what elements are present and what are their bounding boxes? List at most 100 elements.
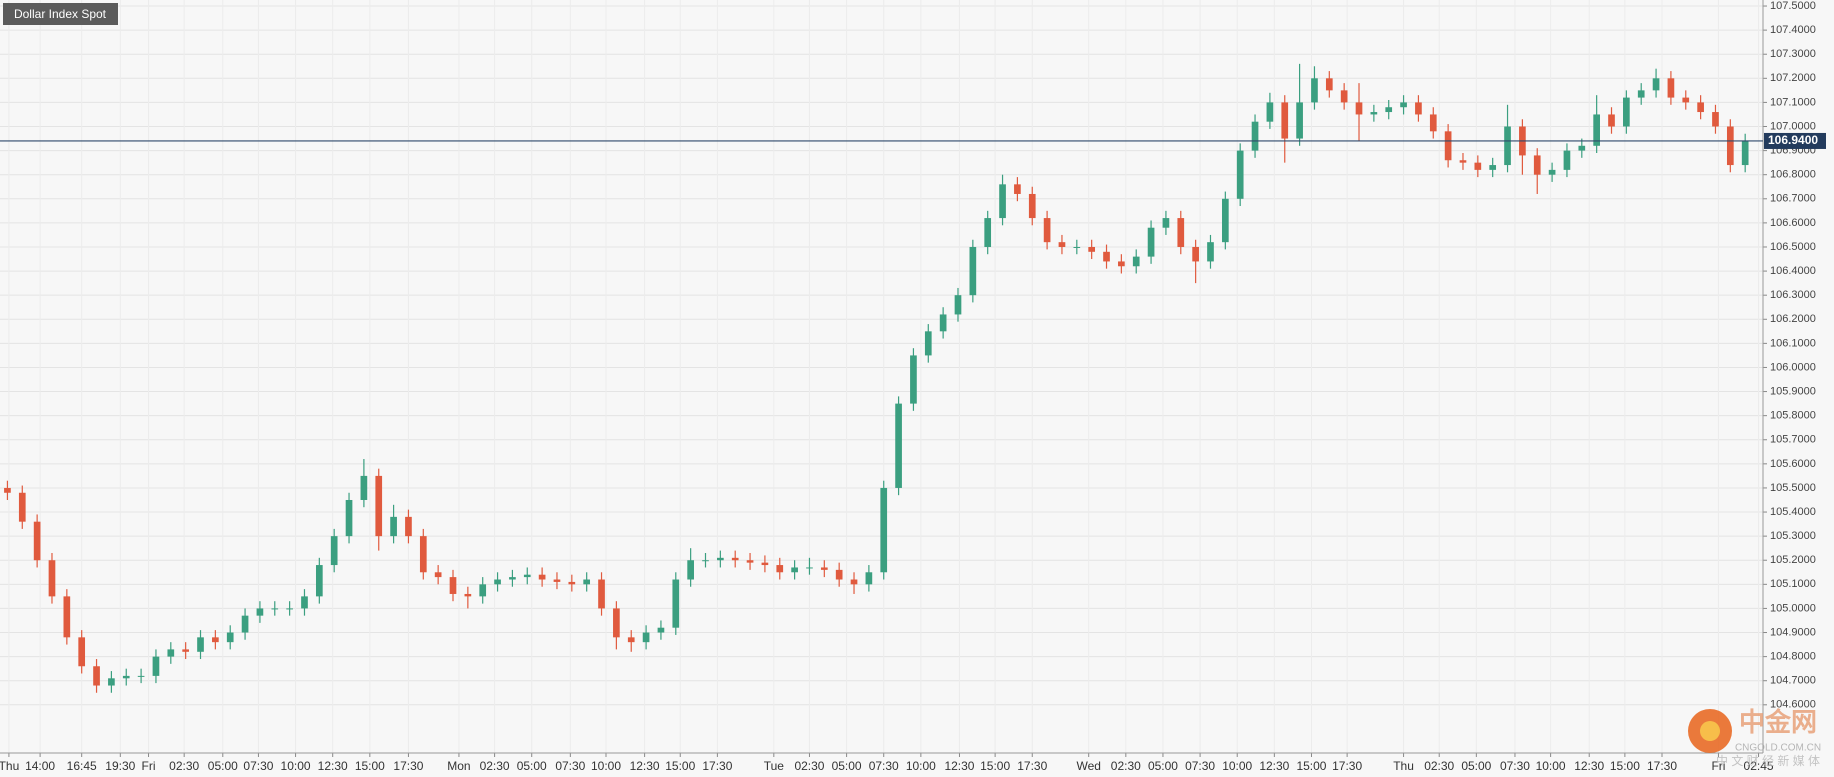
candle-body [1504,126,1511,166]
x-tick-label: 07:30 [869,759,899,773]
x-tick-label: 07:30 [1185,759,1215,773]
chart-title: Dollar Index Spot [14,7,107,21]
candle-body [598,579,605,609]
x-tick-label: 05:00 [832,759,862,773]
x-tick-label: 15:00 [665,759,695,773]
candle-body [1177,218,1185,247]
candle-body [182,649,189,652]
candle-body [63,596,71,638]
candle-body [583,579,591,585]
x-tick-label: Tue [764,759,785,773]
candle-body [345,499,353,537]
candle-body [152,656,160,676]
candle-body [1652,78,1660,91]
candle-body [1370,112,1378,115]
candle-body [1266,102,1274,122]
candle-body [93,666,100,686]
candle-body [1162,218,1170,228]
x-tick-label: 19:30 [105,759,135,773]
candle-body [1296,102,1303,139]
candle-body [1667,78,1675,98]
candle-body [137,675,145,677]
candle-body [33,521,41,561]
candle-body [687,560,694,580]
x-tick-label: 15:00 [980,759,1010,773]
candle-body [78,637,86,667]
x-tick-label: Thu [0,759,19,773]
candle-body [48,560,56,597]
grid [0,0,1763,753]
x-tick-label: 17:30 [1647,759,1677,773]
candle-body [509,577,516,580]
y-tick-label: 106.8000 [1770,169,1816,181]
candle-body [806,567,813,569]
candle-body [167,649,175,657]
candle-body [1400,102,1407,108]
candle-body [1415,102,1422,115]
x-tick-label: 07:30 [243,759,273,773]
y-tick-label: 107.2000 [1770,72,1816,84]
y-tick-label: 105.6000 [1770,458,1816,470]
candle-body [1281,102,1289,139]
candle-body [761,562,769,566]
candle-body [479,584,487,597]
candle-body [1682,97,1690,103]
candle-body [1325,78,1333,91]
candle-body [226,632,234,643]
y-tick-label: 104.9000 [1770,626,1816,638]
y-tick-label: 107.1000 [1770,96,1816,108]
candle-body [1043,218,1051,243]
candle-body [776,565,784,573]
x-tick-label: 12:30 [1259,759,1289,773]
candle-body [1608,114,1615,127]
last-price-label: 106.9400 [1768,133,1818,147]
candle-body [553,579,561,582]
y-tick-label: 106.3000 [1770,289,1816,301]
candle-body [464,593,472,597]
x-tick-label: 05:00 [208,759,238,773]
x-tick-label: 15:00 [1610,759,1640,773]
y-tick-label: 105.0000 [1770,602,1816,614]
candle-body [1028,193,1036,219]
candle-body [122,675,130,679]
y-tick-label: 106.0000 [1770,361,1816,373]
candle-body [375,475,383,537]
x-tick-label: 12:30 [318,759,348,773]
y-tick-label: 106.2000 [1770,313,1816,325]
x-tick-label: 02:30 [169,759,199,773]
y-tick-label: 104.7000 [1770,675,1816,687]
candle-body [1712,112,1719,127]
candle-body [1548,169,1556,175]
candle-body [449,577,457,594]
candle-body [1147,227,1155,257]
watermark-logo-inner [1700,721,1720,741]
y-tick-label: 107.5000 [1770,0,1816,12]
candle-body [360,475,368,500]
candle-body [1073,246,1081,248]
x-tick-label: Fri [142,759,156,773]
y-tick-label: 106.5000 [1770,241,1816,253]
y-tick-label: 104.8000 [1770,651,1816,663]
candle-body [1459,160,1467,163]
x-tick-label: 10:00 [281,759,311,773]
candle-body [494,579,501,585]
candle-body [613,608,620,638]
x-tick-label: 12:30 [630,759,660,773]
x-tick-label: 17:30 [702,759,732,773]
candle-body [999,184,1006,219]
candle-body [731,557,739,561]
candle-body [1058,242,1066,247]
y-tick-label: 105.1000 [1770,578,1816,590]
watermark-domain: CNGOLD.COM.CN [1735,743,1821,754]
x-tick-label: Wed [1076,759,1100,773]
candle-body [390,516,397,537]
watermark-slogan: 中 文 财 经 新 媒 体 [1716,753,1820,768]
candle-body [523,574,531,578]
candle-body [212,637,219,643]
candle-body [924,331,932,356]
candle-body [1637,90,1645,98]
candle-body [1489,165,1497,170]
